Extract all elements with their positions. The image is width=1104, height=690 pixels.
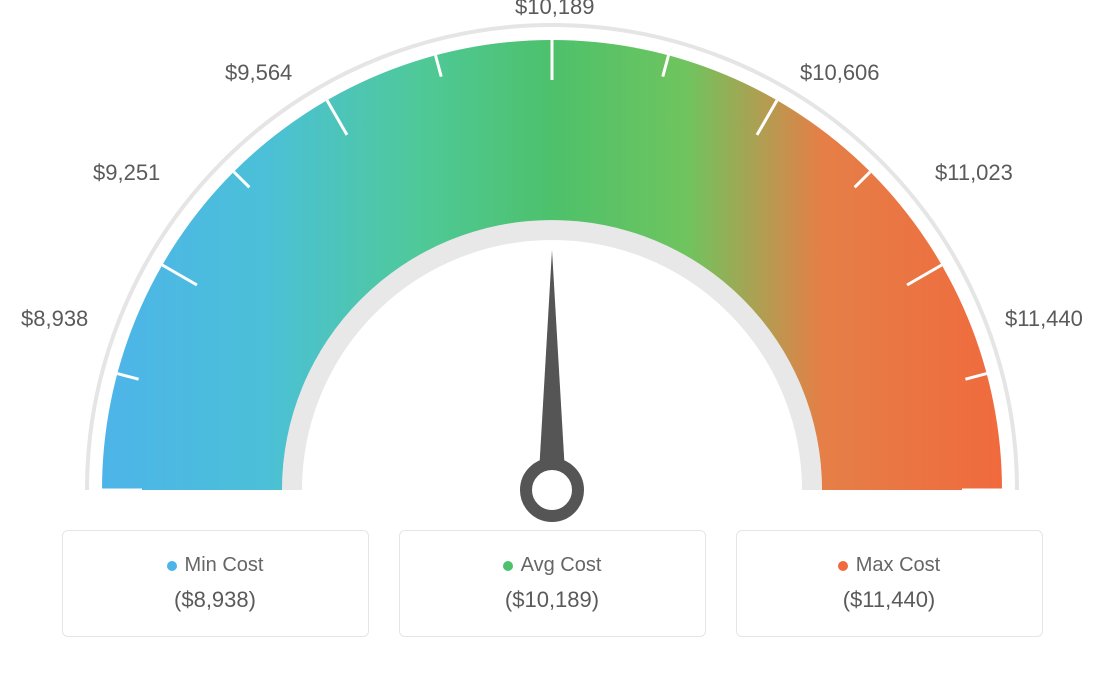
- gauge-tick-label: $11,023: [935, 160, 1013, 186]
- card-title-row: Max Cost: [838, 554, 940, 577]
- max-dot-icon: [838, 561, 848, 571]
- gauge-tick-label: $8,938: [21, 306, 88, 332]
- gauge-tick-label: $10,189: [515, 0, 595, 20]
- max-value: ($11,440): [843, 587, 936, 613]
- gauge-chart: $8,938 $9,251 $9,564 $10,189 $10,606 $11,023 $…: [0, 0, 1104, 530]
- min-value: ($8,938): [174, 587, 256, 613]
- summary-cards: Min Cost ($8,938) Avg Cost ($10,189) Max…: [62, 530, 1043, 637]
- min-dot-icon: [167, 561, 177, 571]
- gauge-tick-label: $11,440: [1005, 306, 1083, 332]
- min-label: Min Cost: [185, 554, 264, 577]
- avg-cost-card: Avg Cost ($10,189): [399, 530, 706, 637]
- card-title-row: Avg Cost: [503, 554, 602, 577]
- max-label: Max Cost: [856, 554, 940, 577]
- card-title-row: Min Cost: [167, 554, 264, 577]
- max-cost-card: Max Cost ($11,440): [736, 530, 1043, 637]
- avg-dot-icon: [503, 561, 513, 571]
- avg-label: Avg Cost: [521, 554, 602, 577]
- gauge-tick-label: $9,564: [225, 60, 292, 86]
- min-cost-card: Min Cost ($8,938): [62, 530, 369, 637]
- gauge-tick-label: $10,606: [800, 60, 880, 86]
- avg-value: ($10,189): [505, 587, 599, 613]
- gauge-svg: [0, 0, 1104, 530]
- gauge-tick-label: $9,251: [93, 160, 160, 186]
